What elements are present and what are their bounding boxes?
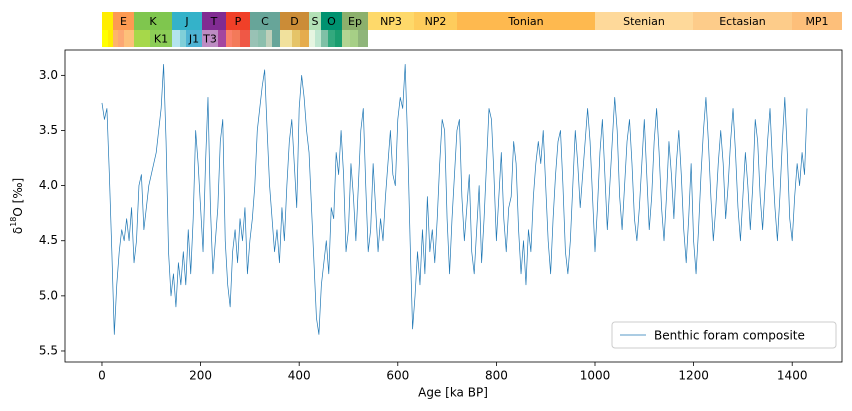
timescale-segment — [595, 12, 693, 30]
timescale-segment — [218, 30, 226, 47]
timescale-segment — [226, 12, 250, 30]
timescale-segment — [266, 30, 272, 47]
timescale-segment — [315, 30, 321, 47]
timescale-segment — [342, 30, 350, 47]
timescale-label: K — [149, 15, 157, 28]
x-tick-label: 1200 — [678, 369, 709, 383]
y-label-superscript: 18 — [9, 217, 18, 227]
timescale-segment — [280, 30, 292, 47]
timescale-segment — [172, 12, 202, 30]
timescale-segment — [335, 30, 342, 47]
timescale-segment — [134, 12, 172, 30]
timescale-label: Stenian — [623, 15, 665, 28]
timescale-label: Ectasian — [719, 15, 766, 28]
timescale-label: Ep — [348, 15, 362, 28]
timescale-segment — [202, 30, 218, 47]
x-tick-label: 1400 — [777, 369, 808, 383]
y-tick-label: 3.5 — [39, 123, 58, 137]
x-tick-label: 400 — [288, 369, 311, 383]
timescale-label: P — [235, 15, 242, 28]
x-axis-label: Age [ka BP] — [418, 386, 488, 400]
y-tick-label: 4.0 — [39, 178, 58, 192]
timescale-segment — [309, 30, 315, 47]
y-tick-label: 4.5 — [39, 233, 58, 247]
timescale-segment — [232, 30, 240, 47]
timescale-label: S — [312, 15, 319, 28]
timescale-segment — [108, 30, 113, 47]
timescale-segment — [134, 30, 150, 47]
legend-box — [611, 321, 837, 349]
data-line — [101, 63, 808, 335]
timescale-segment — [321, 30, 328, 47]
timescale-label: E — [120, 15, 127, 28]
timescale-label: T3 — [202, 33, 217, 46]
timescale-segment — [102, 12, 113, 30]
timescale-segment — [226, 30, 232, 47]
timescale-label: MP1 — [805, 15, 828, 28]
x-tick-label: 0 — [98, 369, 106, 383]
timescale-segment — [250, 12, 280, 30]
x-tick-label: 600 — [386, 369, 409, 383]
y-tick-label: 3.0 — [39, 68, 58, 82]
timescale-segment — [321, 12, 342, 30]
timescale-segment — [113, 12, 134, 30]
timescale-segment — [102, 30, 108, 47]
timescale-segment — [280, 12, 309, 30]
timescale-segment — [150, 30, 172, 47]
timescale-label: K1 — [154, 33, 168, 46]
timescale-segment — [118, 30, 124, 47]
timescale-segment — [272, 30, 280, 47]
plot-frame — [64, 49, 843, 363]
timescale-segment — [124, 30, 134, 47]
x-tick-label: 800 — [485, 369, 508, 383]
y-axis-label: δ18O [‰] — [9, 178, 25, 234]
timescale-segment — [457, 12, 595, 30]
legend-label: Benthic foram composite — [654, 329, 805, 343]
y-tick-label: 5.5 — [39, 343, 58, 357]
timescale-label: T — [210, 15, 218, 28]
timescale-segment — [186, 30, 202, 47]
timescale-label: J — [184, 15, 188, 28]
timescale-label: J1 — [188, 33, 199, 46]
timescale-segment — [300, 30, 309, 47]
timescale-label: D — [290, 15, 298, 28]
timescale-segment — [309, 12, 321, 30]
timescale-segment — [328, 30, 335, 47]
timescale-segment — [350, 30, 358, 47]
timescale-segment — [292, 30, 300, 47]
timescale-label: C — [261, 15, 269, 28]
timescale-segment — [180, 30, 186, 47]
x-tick-label: 1000 — [580, 369, 611, 383]
y-label-symbol: δ — [11, 227, 25, 234]
timescale-segment — [172, 30, 180, 47]
timescale-segment — [368, 12, 414, 30]
timescale-label: O — [327, 15, 336, 28]
timescale-segment — [342, 12, 368, 30]
timescale-segment — [202, 12, 226, 30]
timescale-segment — [792, 12, 842, 30]
timescale-segment — [240, 30, 250, 47]
timescale-segment — [693, 12, 792, 30]
timescale-label: NP3 — [380, 15, 402, 28]
x-tick-label: 200 — [189, 369, 212, 383]
y-label-text: O [‰] — [11, 178, 25, 217]
timescale-label: Tonian — [507, 15, 543, 28]
timescale-label: NP2 — [425, 15, 447, 28]
y-tick-label: 5.0 — [39, 288, 58, 302]
timescale-segment — [258, 30, 266, 47]
timescale-segment — [250, 30, 258, 47]
timescale-segment — [414, 12, 457, 30]
timescale-segment — [113, 30, 118, 47]
timescale-segment — [358, 30, 368, 47]
